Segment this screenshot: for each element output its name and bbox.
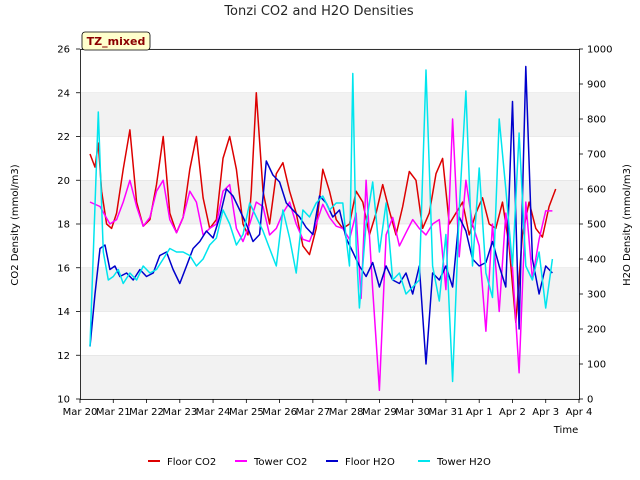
x-tick-label: Mar 21 — [96, 407, 131, 418]
y-axis-left: 10 12 14 16 18 20 22 24 26 — [57, 45, 80, 406]
legend-label: Floor H2O — [345, 457, 395, 468]
x-tick-label: Mar 24 — [196, 407, 231, 418]
legend-label: Floor CO2 — [167, 457, 216, 468]
y-left-tick-label: 20 — [57, 176, 70, 187]
y-left-tick-label: 10 — [57, 395, 70, 406]
legend: Floor CO2 Tower CO2 Floor H2O Tower H2O — [148, 457, 491, 468]
y-right-tick-label: 300 — [587, 290, 606, 301]
y-right-tick-label: 400 — [587, 255, 606, 266]
x-tick-label: Mar 26 — [262, 407, 297, 418]
x-tick-label: Mar 25 — [229, 407, 264, 418]
band — [80, 355, 579, 399]
x-tick-label: Apr 4 — [566, 407, 593, 418]
y-right-tick-label: 700 — [587, 150, 606, 161]
legend-label: Tower H2O — [436, 457, 491, 468]
series-line-tower-h2o — [89, 69, 554, 383]
band — [80, 311, 579, 356]
y-right-tick-label: 0 — [587, 395, 593, 406]
series-line-tower-co2 — [89, 118, 553, 392]
chart-title: Tonzi CO2 and H2O Densities — [223, 4, 414, 19]
x-tick-label: Mar 23 — [162, 407, 197, 418]
y-left-tick-label: 26 — [57, 45, 70, 56]
y-left-tick-label: 14 — [57, 307, 70, 318]
x-tick-label: Apr 2 — [499, 407, 526, 418]
y-axis-right-label: H2O Density (mmol/m3) — [622, 164, 633, 286]
x-tick-label: Mar 28 — [329, 407, 364, 418]
y-right-tick-label: 800 — [587, 115, 606, 126]
x-axis-label: Time — [553, 425, 578, 436]
tag-box: TZ_mixed — [81, 31, 151, 51]
y-left-tick-label: 12 — [57, 351, 70, 362]
x-tick-label: Mar 30 — [395, 407, 430, 418]
y-right-tick-label: 500 — [587, 220, 606, 231]
y-right-tick-label: 1000 — [587, 45, 612, 56]
plot-frame — [80, 49, 580, 400]
x-tick-label: Mar 20 — [63, 407, 98, 418]
y-right-tick-label: 200 — [587, 325, 606, 336]
tag-label: TZ_mixed — [87, 35, 146, 48]
background-bands — [80, 48, 579, 400]
x-tick-label: Mar 27 — [295, 407, 330, 418]
y-left-tick-label: 16 — [57, 263, 70, 274]
series-lines — [89, 65, 557, 392]
y-right-tick-label: 900 — [587, 80, 606, 91]
y-left-tick-label: 24 — [57, 88, 70, 99]
y-axis-left-label: CO2 Density (mmol/m3) — [10, 164, 21, 285]
legend-label: Tower CO2 — [253, 457, 307, 468]
y-right-tick-label: 100 — [587, 360, 606, 371]
tag-box-background — [81, 31, 151, 51]
y-left-tick-label: 18 — [57, 220, 70, 231]
band — [80, 92, 579, 137]
band — [80, 49, 579, 93]
x-tick-label: Apr 1 — [466, 407, 493, 418]
x-tick-label: Mar 22 — [129, 407, 164, 418]
y-left-tick-label: 22 — [57, 132, 70, 143]
x-tick-label: Mar 29 — [362, 407, 397, 418]
y-right-tick-label: 600 — [587, 185, 606, 196]
band — [80, 267, 579, 312]
x-tick-label: Mar 31 — [429, 407, 464, 418]
series-line-floor-co2 — [89, 92, 557, 324]
y-axis-right: 0 100 200 300 400 500 600 700 800 900 1000 — [579, 45, 612, 406]
x-tick-label: Apr 3 — [532, 407, 559, 418]
